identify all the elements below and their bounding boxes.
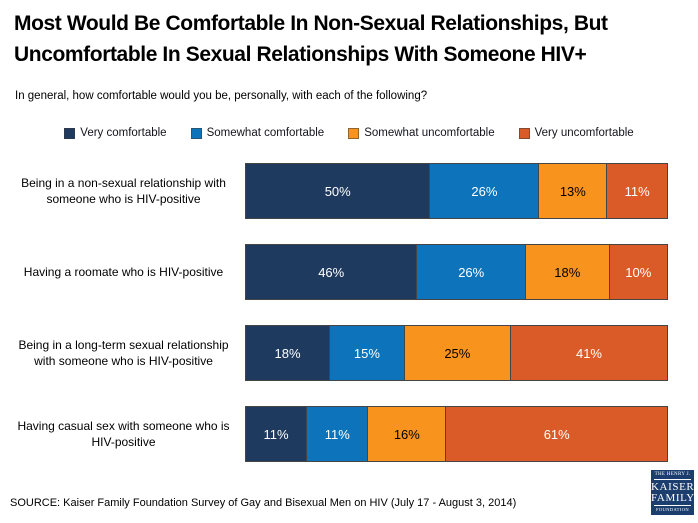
stacked-bar: 50% 26% 13% 11% [245, 163, 669, 219]
stacked-bar: 11% 11% 16% 61% [245, 406, 669, 462]
kaiser-family-foundation-logo: THE HENRY J. KAISER FAMILY FOUNDATION [651, 470, 694, 515]
bar-segment: 11% [245, 406, 308, 462]
stacked-bar: 46% 26% 18% 10% [245, 244, 668, 300]
legend-item-3: Somewhat uncomfortable [348, 127, 495, 139]
segment-value-label: 16% [393, 426, 420, 442]
bar-segment: 25% [404, 325, 511, 381]
logo-foundation-text: FOUNDATION [654, 505, 691, 512]
stacked-bar-chart: Being in a non-sexual relationship with … [10, 163, 669, 487]
segment-value-label: 10% [625, 264, 652, 280]
segment-value-label: 11% [624, 183, 650, 199]
segment-value-label: 11% [324, 426, 350, 442]
legend-item-4: Very uncomfortable [518, 127, 634, 139]
bar-segment: 26% [417, 244, 527, 300]
bar-segment: 10% [609, 244, 668, 300]
bar-segment: 46% [245, 244, 418, 300]
chart-row: Having casual sex with someone who is HI… [10, 406, 669, 462]
segment-value-label: 26% [471, 183, 498, 199]
bar-segment: 16% [368, 406, 447, 462]
chart-subtitle: In general, how comfortable would you be… [15, 90, 428, 102]
legend-item-1: Very comfortable [64, 127, 167, 139]
legend-swatch-icon [190, 127, 202, 139]
logo-kaiser-text: KAISER [651, 481, 695, 493]
chart-row: Having a roomate who is HIV-positive 46% 2… [10, 244, 668, 300]
segment-value-label: 41% [575, 345, 602, 361]
legend-label: Somewhat uncomfortable [364, 127, 495, 139]
legend-swatch-icon [518, 127, 530, 139]
bar-segment: 26% [430, 163, 540, 219]
chart-title-line1: Most Would Be Comfortable In Non-Sexual … [14, 12, 608, 35]
chart-title-line2: Uncomfortable In Sexual Relationships Wi… [14, 43, 587, 66]
category-label: Having a roomate who is HIV-positive [23, 265, 224, 279]
bar-segment: 41% [510, 325, 668, 381]
bar-segment: 11% [307, 406, 369, 462]
segment-value-label: 25% [444, 345, 471, 361]
segment-value-label: 46% [318, 264, 345, 280]
segment-value-label: 18% [274, 345, 301, 361]
bar-segment: 15% [330, 325, 405, 381]
source-note: SOURCE: Kaiser Family Foundation Survey … [10, 497, 517, 509]
chart-row: Being in a long-term sexual relationship… [10, 325, 668, 381]
segment-value-label: 11% [263, 426, 289, 442]
category-label: Being in a long-term sexual relationship… [18, 338, 229, 368]
bar-segment: 50% [245, 163, 431, 219]
stacked-bar: 18% 15% 25% 41% [245, 325, 668, 381]
legend-label: Very comfortable [80, 127, 167, 139]
legend-label: Somewhat comfortable [206, 127, 325, 139]
bar-segment: 11% [607, 163, 669, 219]
bar-segment: 61% [446, 406, 669, 462]
bar-segment: 18% [526, 244, 610, 300]
chart-legend: Very comfortable Somewhat comfortable Some… [0, 127, 698, 139]
segment-value-label: 15% [353, 345, 380, 361]
segment-value-label: 18% [554, 264, 581, 280]
logo-henry-text: THE HENRY J. [654, 471, 691, 480]
segment-value-label: 13% [559, 183, 586, 199]
segment-value-label: 50% [324, 183, 351, 199]
logo-family-text: FAMILY [651, 492, 695, 504]
category-label: Being in a non-sexual relationship with … [21, 176, 226, 206]
legend-swatch-icon [348, 127, 360, 139]
segment-value-label: 26% [458, 264, 485, 280]
legend-label: Very uncomfortable [534, 127, 634, 139]
legend-swatch-icon [64, 127, 76, 139]
chart-row: Being in a non-sexual relationship with … [10, 163, 669, 219]
legend-item-2: Somewhat comfortable [190, 127, 325, 139]
segment-value-label: 61% [543, 426, 570, 442]
category-label: Having casual sex with someone who is HI… [17, 419, 230, 449]
bar-segment: 13% [539, 163, 608, 219]
bar-segment: 18% [245, 325, 331, 381]
chart-title: Most Would Be Comfortable In Non-Sexual … [14, 8, 688, 70]
